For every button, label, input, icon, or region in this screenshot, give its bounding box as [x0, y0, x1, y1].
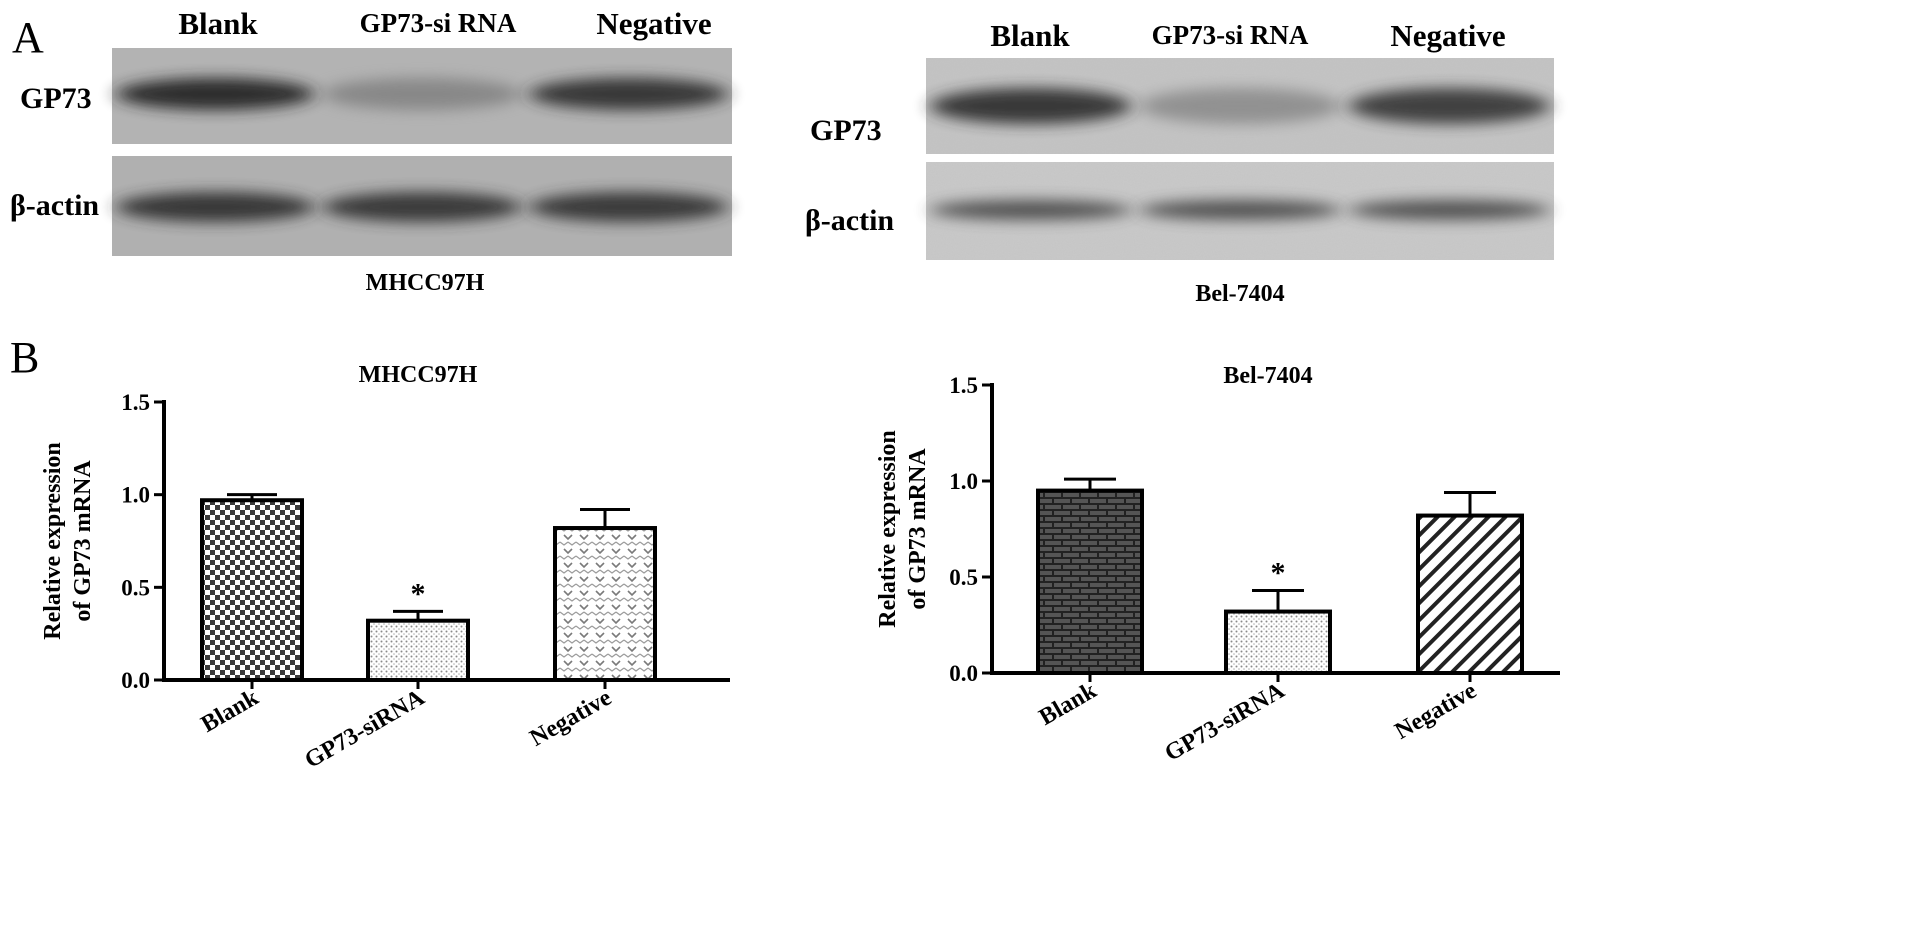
blot2-caption: Bel-7404 — [1195, 281, 1284, 307]
blot1-row-label-actin: β-actin — [10, 189, 99, 222]
blot2-actin-band-1 — [930, 200, 1132, 220]
panel-label-b: B — [10, 333, 39, 382]
chart1-xtick-label-2: GP73-siRNA — [301, 684, 430, 774]
blot1-lane-label-sirna: GP73-si RNA — [360, 8, 517, 38]
blot2-gp73-bands — [930, 88, 1550, 124]
blot2-actin-band-3 — [1348, 200, 1550, 220]
blot2-gp73-band-2 — [1139, 88, 1341, 124]
chart1-significance-2: * — [411, 577, 426, 610]
chart2-xtick-label-3: Negative — [1391, 678, 1482, 745]
chart2-ylabel-line-1: Relative expression — [875, 430, 901, 628]
blot1-actin-bands — [116, 192, 728, 222]
blot2-lane-label-negative: Negative — [1390, 18, 1505, 53]
blot1-row-label-gp73: GP73 — [20, 82, 92, 115]
chart1-ytick-label-1: 0.5 — [121, 575, 150, 600]
blot-bel7404: Blank GP73-si RNA Negative GP73 β-actin … — [805, 18, 1554, 307]
chart2-xtick-label-1: Blank — [1035, 677, 1102, 731]
chart1-ylabel-line-1: Relative expression — [40, 442, 66, 640]
chart1-xtick-label-3: Negative — [526, 685, 617, 752]
chart2-ytick-label-3: 1.5 — [949, 373, 978, 398]
chart2-bar-1 — [1036, 488, 1144, 675]
chart2-bar-2 — [1224, 609, 1332, 675]
chart2-ylabel-line-2: of GP73 mRNA — [905, 448, 931, 610]
chart2-significance-2: * — [1271, 556, 1286, 589]
blot1-actin-band-2 — [322, 192, 522, 222]
chart1-ytick-label-2: 1.0 — [121, 483, 150, 508]
blot1-gp73-band-1 — [116, 78, 315, 110]
chart1-ytick-label-3: 1.5 — [121, 390, 150, 415]
chart1-bar-3 — [553, 526, 657, 682]
chart2-ytick-label-0: 0.0 — [949, 661, 978, 686]
blot2-lane-label-blank: Blank — [990, 18, 1070, 53]
blot1-gp73-band-3 — [529, 78, 728, 110]
blot2-gp73-band-1 — [930, 88, 1132, 124]
chart2-xtick-label-2: GP73-siRNA — [1161, 677, 1290, 767]
panel-label-a: A — [12, 13, 44, 62]
blot-mhcc97h: Blank GP73-si RNA Negative GP73 β-actin … — [10, 6, 732, 296]
blot2-row-label-actin: β-actin — [805, 204, 894, 237]
blot1-gp73-bands — [116, 78, 728, 110]
chart1-title: MHCC97H — [359, 362, 478, 388]
chart1-bar-2 — [366, 618, 470, 683]
blot1-lane-label-negative: Negative — [596, 6, 711, 41]
blot1-lane-label-blank: Blank — [178, 6, 258, 41]
blot1-actin-band-3 — [529, 192, 728, 222]
blot2-lane-label-sirna: GP73-si RNA — [1152, 20, 1309, 50]
blot2-actin-band-2 — [1139, 200, 1341, 220]
chart2-ytick-label-2: 1.0 — [949, 469, 978, 494]
blot2-actin-bands — [930, 200, 1550, 220]
chart2-bar-3 — [1416, 513, 1524, 675]
chart1-ytick-label-0: 0.0 — [121, 668, 150, 693]
blot1-gp73-band-2 — [322, 78, 522, 110]
chart1-bar-1 — [200, 498, 304, 682]
chart2-title: Bel-7404 — [1223, 363, 1312, 389]
blot1-actin-band-1 — [116, 192, 315, 222]
chart-mhcc97h: MHCC97H Relative expression of GP73 mRNA 0.… — [40, 362, 730, 774]
blot2-row-label-gp73: GP73 — [810, 114, 882, 147]
chart2-ytick-label-1: 0.5 — [949, 565, 978, 590]
blot1-caption: MHCC97H — [366, 270, 485, 296]
blot2-gp73-band-3 — [1348, 88, 1550, 124]
chart-bel7404: Bel-7404 Relative expression of GP73 mRNA 0… — [875, 363, 1560, 767]
chart1-ylabel-line-2: of GP73 mRNA — [70, 460, 96, 622]
chart1-xtick-label-1: Blank — [197, 684, 264, 738]
